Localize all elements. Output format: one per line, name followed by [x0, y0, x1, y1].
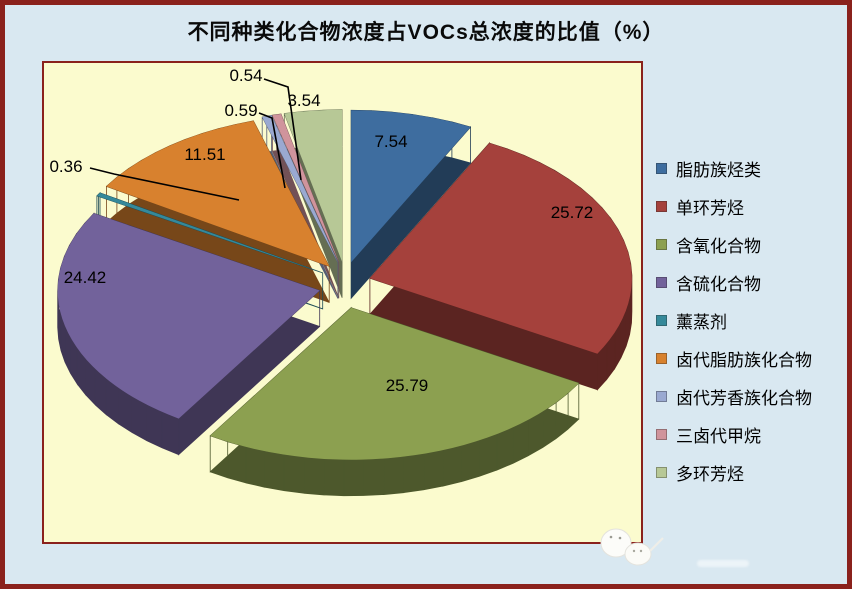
- slice-top-face: [106, 120, 330, 267]
- slice-top-face: [351, 110, 471, 263]
- pie-slice-2: [369, 142, 633, 391]
- pie-slice-8: [272, 113, 340, 299]
- legend-label: 薰蒸剂: [676, 312, 727, 332]
- legend-label: 含氧化合物: [676, 236, 761, 256]
- legend-item-3: 含氧化合物: [656, 225, 812, 263]
- legend-label: 卤代脂肪族化合物: [676, 350, 812, 370]
- legend-label: 含硫化合物: [676, 274, 761, 294]
- legend-swatch-icon: [656, 200, 667, 212]
- legend-item-7: 卤代芳香族化合物: [656, 377, 812, 415]
- legend-item-5: 薰蒸剂: [656, 301, 812, 339]
- data-label: 0.59: [224, 101, 257, 120]
- legend-label: 三卤代甲烷: [676, 426, 761, 446]
- legend-swatch-icon: [656, 390, 667, 402]
- legend-item-2: 单环芳烃: [656, 187, 812, 225]
- slice-top-face: [210, 307, 579, 460]
- legend-swatch-icon: [656, 238, 667, 250]
- legend-label: 多环芳烃: [676, 464, 744, 484]
- data-label: 25.72: [551, 203, 594, 222]
- data-label: 0.36: [49, 157, 82, 176]
- slice-top-face: [96, 192, 323, 273]
- slice-top-face: [369, 143, 632, 354]
- slice-top-face: [57, 213, 320, 419]
- legend-swatch-icon: [656, 352, 667, 364]
- watermark-sticker-icon: [600, 528, 664, 566]
- pie-slice-4: [57, 212, 321, 456]
- pie-slice-1: [350, 109, 471, 300]
- legend-item-1: 脂肪族烃类: [656, 149, 812, 187]
- data-label: 25.79: [386, 376, 429, 395]
- legend-swatch-icon: [656, 466, 667, 478]
- label-leader-line: [258, 112, 286, 189]
- data-label: 0.54: [229, 66, 262, 85]
- slice-side-face: [272, 113, 340, 299]
- legend-swatch-icon: [656, 314, 667, 326]
- legend-label: 卤代芳香族化合物: [676, 388, 812, 408]
- legend-item-4: 含硫化合物: [656, 263, 812, 301]
- slice-top-face: [262, 115, 338, 263]
- legend-item-6: 卤代脂肪族化合物: [656, 339, 812, 377]
- label-leader-line: [263, 78, 302, 181]
- faint-watermark-text: [697, 560, 749, 567]
- slice-top-face: [272, 114, 339, 263]
- data-label: 7.54: [374, 132, 407, 151]
- slice-top-face: [284, 109, 343, 262]
- legend: 脂肪族烃类 单环芳烃 含氧化合物 含硫化合物 薰蒸剂 卤代脂肪族化合物 卤代芳香…: [656, 149, 812, 491]
- data-label: 3.54: [287, 91, 320, 110]
- legend-swatch-icon: [656, 162, 667, 174]
- legend-item-9: 多环芳烃: [656, 453, 812, 491]
- data-label: 24.42: [64, 268, 107, 287]
- chart-title: 不同种类化合物浓度占VOCs总浓度的比值（%）: [187, 21, 665, 44]
- pie-slice-3: [209, 306, 580, 497]
- legend-label: 单环芳烃: [676, 198, 744, 218]
- data-label: 11.51: [184, 145, 225, 164]
- legend-swatch-icon: [656, 428, 667, 440]
- legend-swatch-icon: [656, 276, 667, 288]
- legend-label: 脂肪族烃类: [676, 160, 761, 180]
- legend-item-8: 三卤代甲烷: [656, 415, 812, 453]
- label-leader-line: [89, 167, 240, 201]
